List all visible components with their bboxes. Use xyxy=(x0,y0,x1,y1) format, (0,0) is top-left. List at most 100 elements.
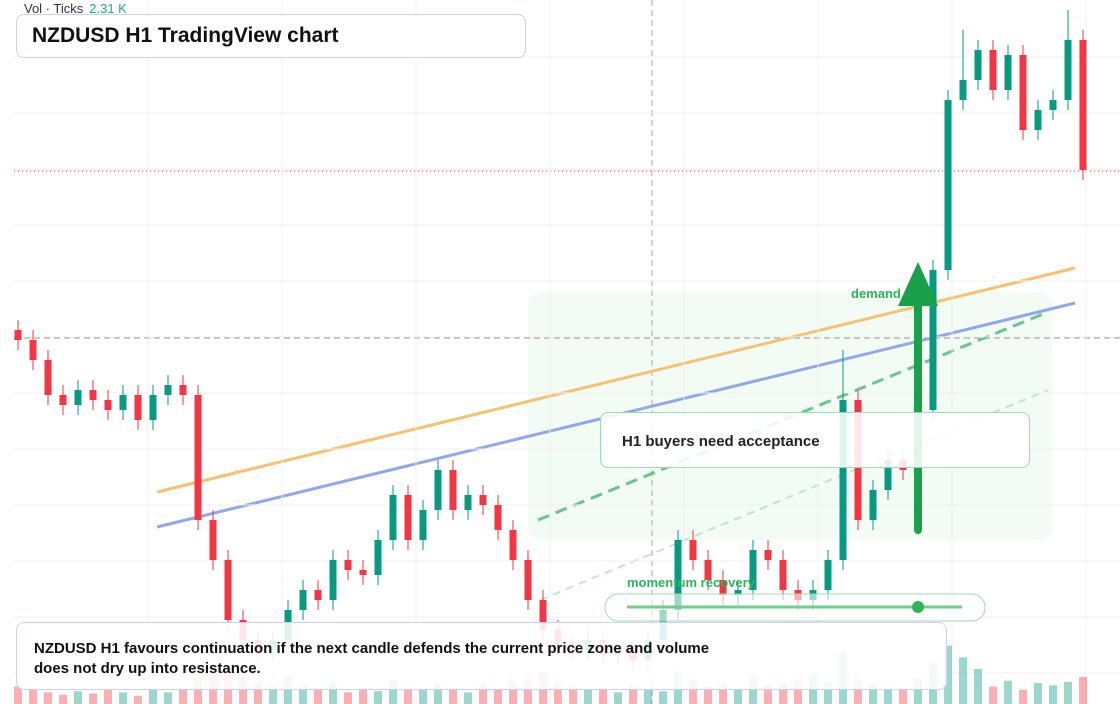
volume-bar xyxy=(74,691,82,704)
volume-bar xyxy=(794,679,802,704)
volume-bar xyxy=(944,645,952,704)
candle-body xyxy=(824,560,832,590)
candle-body xyxy=(704,560,712,580)
volume-bar xyxy=(194,680,202,704)
candle-body xyxy=(404,495,412,540)
volume-bar xyxy=(974,669,982,704)
candle-body xyxy=(329,560,337,600)
volume-bar xyxy=(359,688,367,704)
volume-bar xyxy=(914,678,922,704)
candle-body xyxy=(434,470,442,510)
candle-body xyxy=(74,390,82,405)
volume-bar xyxy=(989,686,997,704)
candle-body xyxy=(119,395,127,410)
volume-bar xyxy=(344,692,352,704)
volume-bar xyxy=(584,690,592,704)
candle-body xyxy=(1019,55,1027,130)
candle-body xyxy=(44,360,52,395)
candle-body xyxy=(299,590,307,610)
volume-bar xyxy=(104,688,112,704)
candle-body xyxy=(974,50,982,80)
volume-bar xyxy=(1064,681,1072,704)
volume-bar xyxy=(659,691,667,704)
candle-body xyxy=(1034,110,1042,130)
volume-bar xyxy=(854,680,862,704)
candle-body xyxy=(689,540,697,560)
summary: NZDUSD H1 favours continuation if the ne… xyxy=(34,640,710,677)
candle-body xyxy=(89,390,97,400)
volume-bar xyxy=(644,688,652,704)
volume-bar xyxy=(1049,685,1057,704)
volume-bar xyxy=(734,690,742,704)
candle-body xyxy=(104,400,112,410)
candle-body xyxy=(734,590,742,595)
volume-bar xyxy=(1034,683,1042,704)
trend-dashed-faint xyxy=(539,389,1049,601)
candle-body xyxy=(509,530,517,560)
candle-body xyxy=(374,540,382,575)
volume-bar xyxy=(89,693,97,704)
candle-body xyxy=(1049,100,1057,110)
volume-bar xyxy=(509,681,517,704)
volume-bar xyxy=(569,686,577,704)
candle-body xyxy=(944,100,952,270)
summary-box: NZDUSD H1 favours continuation if the ne… xyxy=(16,622,947,690)
volume-bar xyxy=(269,686,277,704)
candle-body xyxy=(419,510,427,540)
volume-bar xyxy=(419,690,427,704)
candle-body xyxy=(359,570,367,575)
momentum-label: momentum recovery xyxy=(627,575,756,590)
candle-body xyxy=(959,80,967,100)
volume-bar xyxy=(449,687,457,704)
candle-body xyxy=(1004,55,1012,90)
candle-body xyxy=(209,520,217,560)
volume-bar xyxy=(374,691,382,704)
volume-bar xyxy=(689,680,697,704)
candle-body xyxy=(224,560,232,620)
volume-bar xyxy=(494,688,502,704)
legend: Vol · Ticks 2.31 K xyxy=(24,1,133,16)
callout: H1 buyers need acceptance xyxy=(622,433,820,450)
candle-body xyxy=(989,50,997,90)
arrow-head xyxy=(898,262,938,306)
volume-bar xyxy=(1079,677,1087,704)
candle-body xyxy=(179,385,187,395)
candle-body xyxy=(449,470,457,510)
volume-bar xyxy=(779,683,787,704)
candle-body xyxy=(869,490,877,520)
volume-bar xyxy=(389,680,397,704)
volume-bar xyxy=(1019,690,1027,704)
volume-bar xyxy=(629,685,637,704)
candle-body xyxy=(764,550,772,560)
volume-bar xyxy=(314,690,322,704)
candle-body xyxy=(539,600,547,630)
candle-body xyxy=(479,495,487,505)
candle-body xyxy=(464,495,472,510)
candle-body xyxy=(1079,40,1087,170)
volume-bar xyxy=(239,678,247,704)
volume-bar xyxy=(899,688,907,704)
volume-bar xyxy=(14,686,22,704)
volume-bar xyxy=(959,657,967,704)
volume-bar xyxy=(299,685,307,704)
slider-knob xyxy=(912,601,924,613)
volume-bar xyxy=(479,685,487,704)
candle-body xyxy=(14,330,22,340)
volume-bar xyxy=(44,692,52,704)
volume-bar xyxy=(884,686,892,704)
candle-body xyxy=(839,400,847,560)
volume-bar xyxy=(329,683,337,704)
volume-bar xyxy=(164,692,172,704)
volume-bar xyxy=(404,686,412,704)
volume-bar xyxy=(134,695,142,704)
volume-bar xyxy=(59,694,67,704)
volume-bar xyxy=(869,684,877,704)
volume-bar xyxy=(764,685,772,704)
title-box: NZDUSD H1 TradingView chart xyxy=(16,14,526,58)
volume-bar xyxy=(149,690,157,704)
candle-body xyxy=(164,385,172,395)
candle-body xyxy=(1064,40,1072,100)
volume-bar xyxy=(614,692,622,704)
callout-box: H1 buyers need acceptance xyxy=(600,412,1030,468)
